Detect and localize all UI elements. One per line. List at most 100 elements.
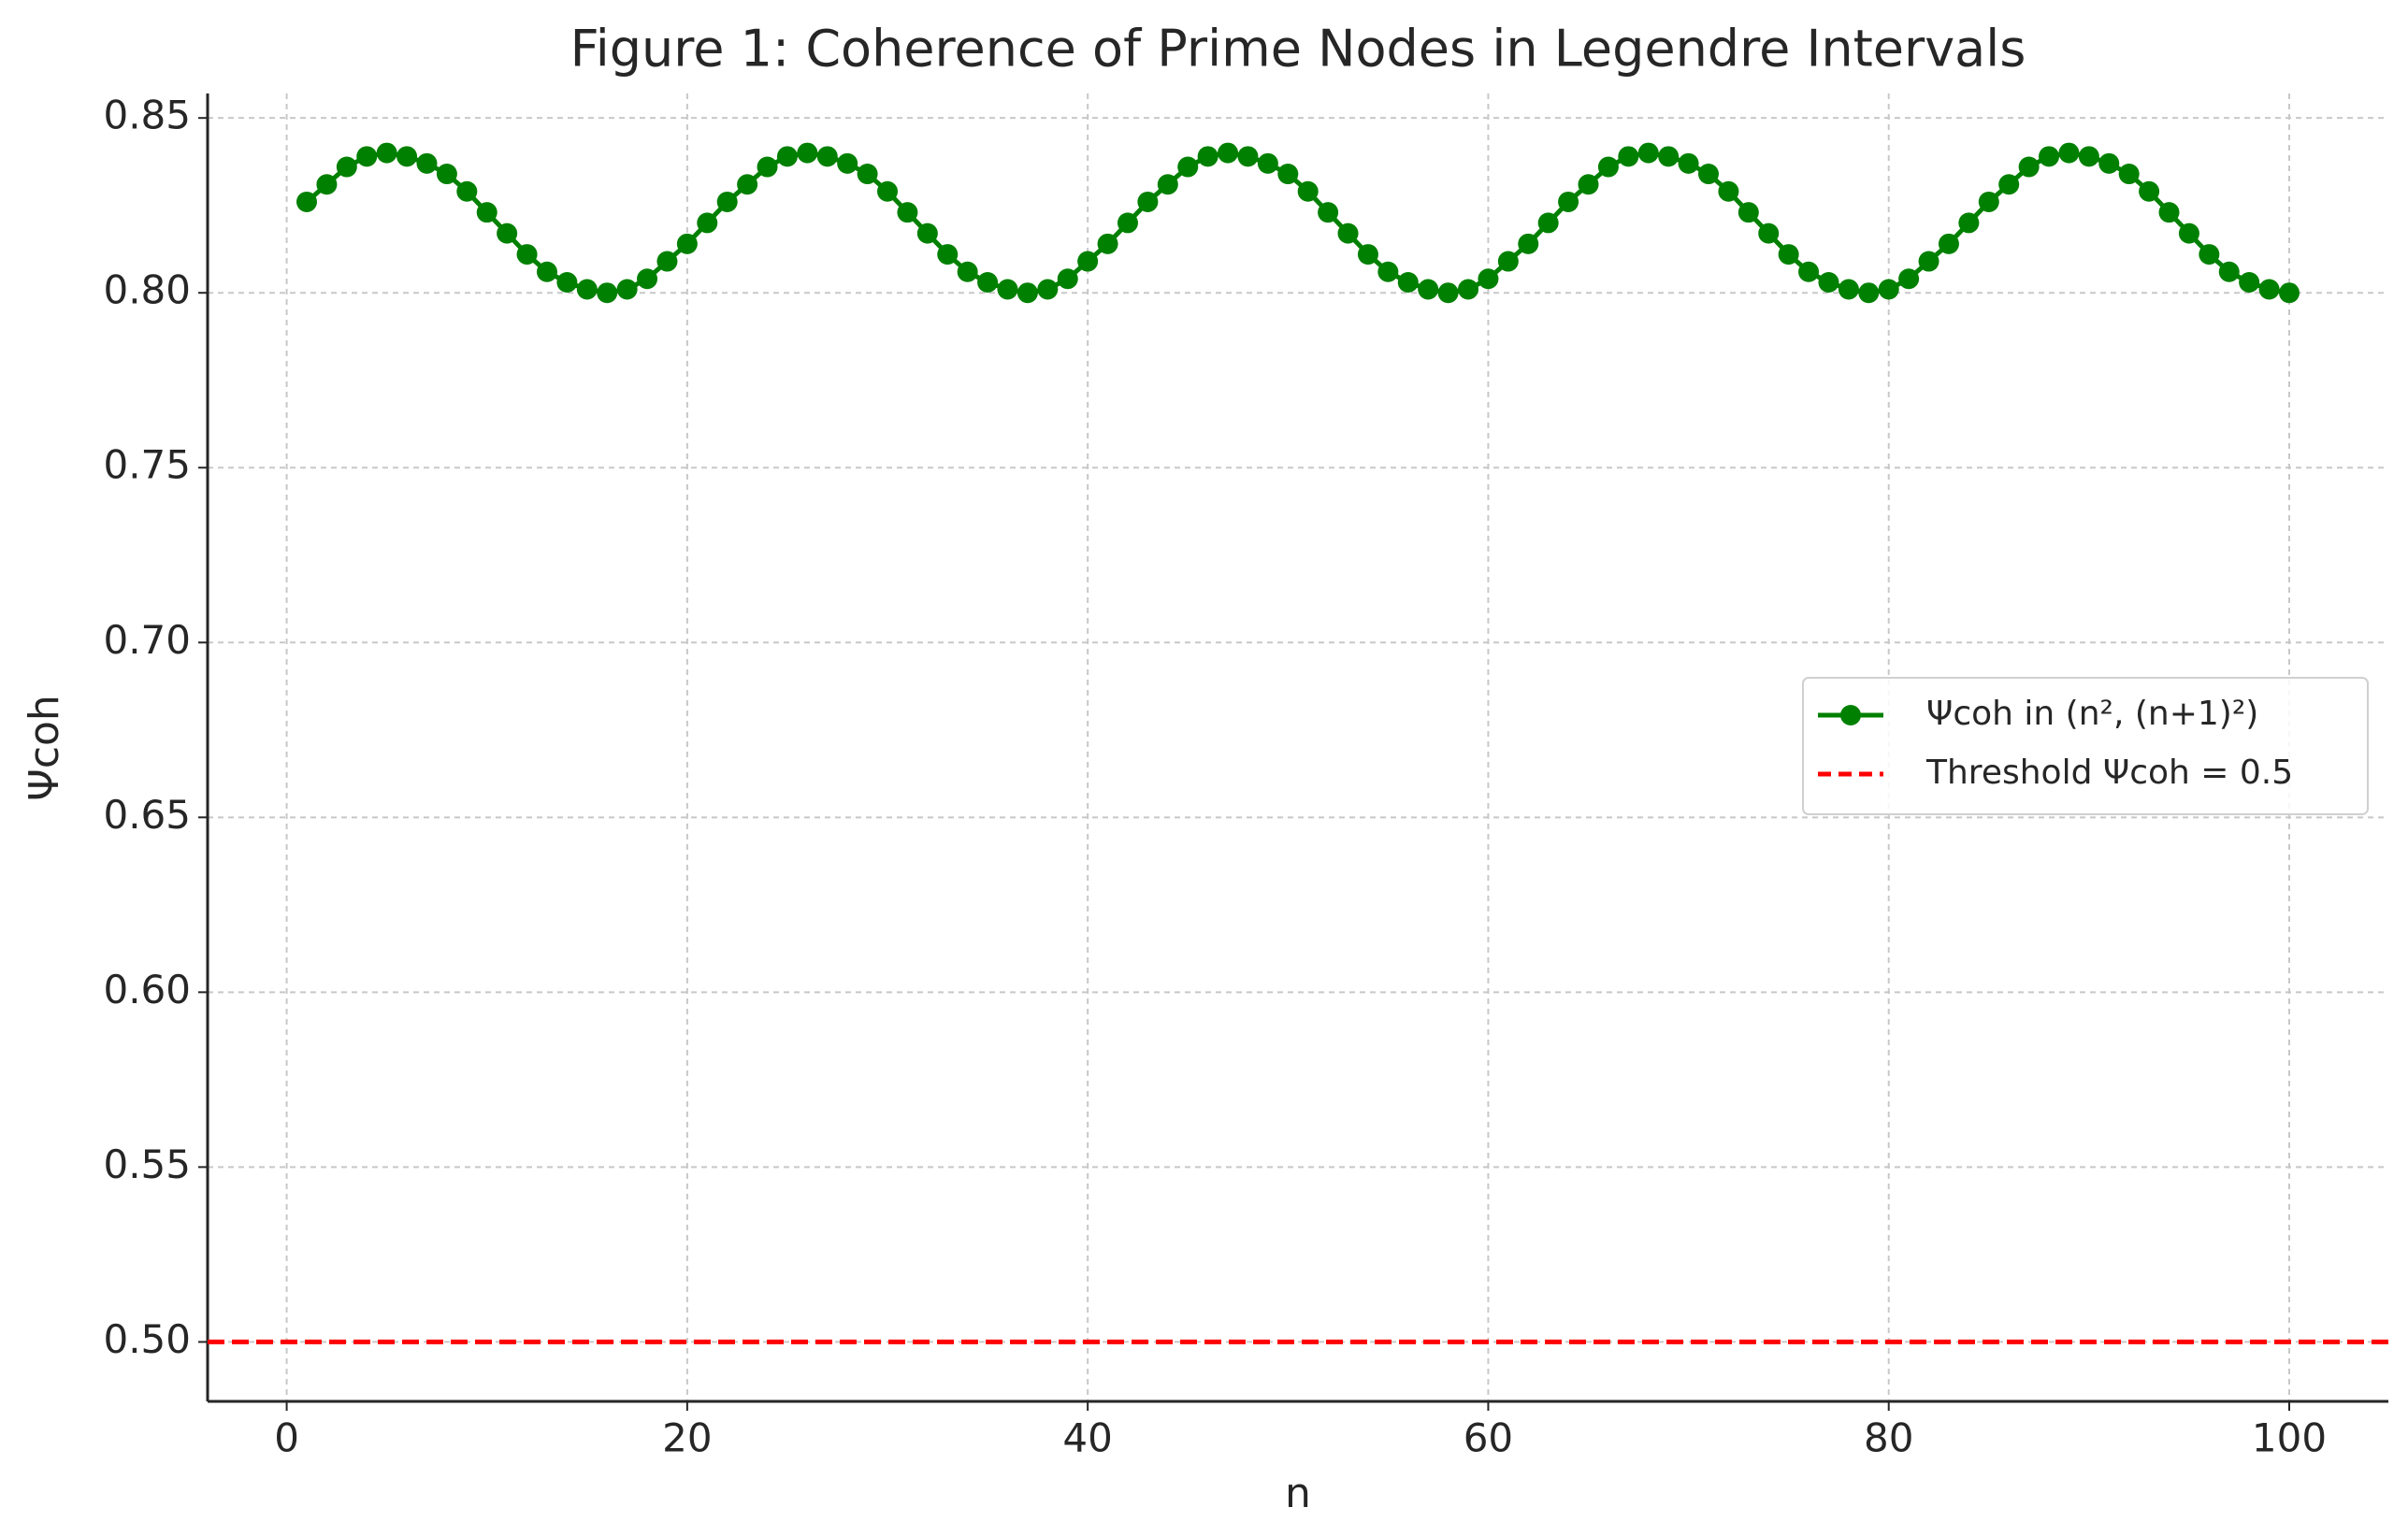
data-point bbox=[797, 142, 818, 164]
x-axis-label: n bbox=[1285, 1470, 1311, 1517]
data-point bbox=[1637, 142, 1659, 164]
data-point bbox=[1758, 223, 1780, 244]
data-point bbox=[416, 152, 438, 174]
data-point bbox=[1077, 251, 1099, 272]
data-point bbox=[2039, 146, 2060, 167]
data-point bbox=[1978, 191, 1999, 212]
data-point bbox=[1718, 180, 1739, 202]
data-point bbox=[2258, 279, 2280, 300]
y-tick-label: 0.65 bbox=[103, 792, 191, 838]
data-point bbox=[676, 233, 698, 254]
data-point bbox=[2139, 180, 2160, 202]
data-line bbox=[305, 151, 2290, 295]
data-point bbox=[1337, 223, 1359, 244]
data-point bbox=[1658, 146, 1680, 167]
y-tick-label: 0.50 bbox=[103, 1316, 191, 1362]
data-point bbox=[316, 174, 338, 195]
data-point bbox=[1357, 244, 1378, 266]
data-point bbox=[1437, 282, 1459, 304]
data-point bbox=[516, 244, 538, 266]
legend-box bbox=[1802, 677, 2369, 815]
data-point bbox=[997, 279, 1018, 300]
data-point bbox=[1297, 180, 1319, 202]
data-point bbox=[877, 180, 899, 202]
y-tick-label: 0.55 bbox=[103, 1141, 191, 1187]
data-point bbox=[1237, 146, 1259, 167]
chart-title: Figure 1: Coherence of Prime Nodes in Le… bbox=[570, 20, 2026, 79]
data-point bbox=[1558, 191, 1579, 212]
data-point bbox=[837, 152, 858, 174]
data-point bbox=[977, 271, 999, 293]
data-point bbox=[1177, 156, 1199, 178]
data-point bbox=[1798, 261, 1820, 282]
data-point bbox=[1778, 244, 1799, 266]
data-point bbox=[1037, 279, 1059, 300]
data-point bbox=[1858, 282, 1880, 304]
data-point bbox=[2118, 164, 2140, 185]
data-point bbox=[536, 261, 557, 282]
data-point bbox=[597, 282, 618, 304]
data-point bbox=[1678, 152, 1699, 174]
data-point bbox=[2158, 202, 2180, 223]
data-point bbox=[296, 191, 317, 212]
data-point bbox=[1838, 279, 1859, 300]
x-tick-label: 100 bbox=[2252, 1415, 2327, 1461]
data-point bbox=[376, 142, 397, 164]
y-tick-label: 0.85 bbox=[103, 93, 191, 138]
y-tick-label: 0.75 bbox=[103, 442, 191, 488]
data-point bbox=[1397, 271, 1419, 293]
data-point bbox=[1597, 156, 1619, 178]
legend-marker bbox=[1840, 705, 1861, 725]
data-point bbox=[1578, 174, 1599, 195]
data-point bbox=[897, 202, 918, 223]
data-point bbox=[556, 271, 578, 293]
data-point bbox=[776, 146, 798, 167]
data-point bbox=[436, 164, 457, 185]
data-point bbox=[1197, 146, 1218, 167]
data-point bbox=[857, 164, 878, 185]
data-point bbox=[737, 174, 758, 195]
y-axis-label: Ψcoh bbox=[21, 695, 68, 801]
data-point bbox=[1497, 251, 1519, 272]
y-tick-label: 0.80 bbox=[103, 267, 191, 313]
data-point bbox=[716, 191, 738, 212]
legend-label: Threshold Ψcoh = 0.5 bbox=[1925, 754, 2293, 792]
data-point bbox=[476, 202, 497, 223]
x-tick-label: 60 bbox=[1464, 1415, 1513, 1461]
data-point bbox=[1257, 152, 1278, 174]
data-point bbox=[1998, 174, 2020, 195]
data-point bbox=[816, 146, 838, 167]
data-point bbox=[1818, 271, 1839, 293]
data-point bbox=[1478, 268, 1499, 290]
data-point bbox=[1898, 268, 1920, 290]
data-point bbox=[336, 156, 357, 178]
data-point bbox=[1137, 191, 1159, 212]
data-point bbox=[2218, 261, 2240, 282]
data-point bbox=[2098, 152, 2120, 174]
data-point bbox=[957, 261, 978, 282]
data-point bbox=[1318, 202, 1339, 223]
data-point bbox=[497, 223, 518, 244]
y-tick-label: 0.70 bbox=[103, 617, 191, 663]
data-point bbox=[1697, 164, 1719, 185]
data-point bbox=[1518, 233, 1539, 254]
legend-label: Ψcoh in (n², (n+1)²) bbox=[1926, 695, 2258, 733]
data-point bbox=[2279, 282, 2300, 304]
data-point bbox=[2178, 223, 2199, 244]
x-tick-label: 80 bbox=[1864, 1415, 1913, 1461]
data-point bbox=[2239, 271, 2260, 293]
data-point bbox=[397, 146, 418, 167]
data-point bbox=[656, 251, 678, 272]
data-point bbox=[1157, 174, 1178, 195]
data-point bbox=[1218, 142, 1239, 164]
data-point bbox=[916, 223, 938, 244]
data-point bbox=[1418, 279, 1439, 300]
data-point bbox=[616, 279, 638, 300]
data-point bbox=[1117, 212, 1138, 234]
data-point bbox=[356, 146, 378, 167]
data-point bbox=[2199, 244, 2220, 266]
data-point bbox=[1958, 212, 1980, 234]
data-point bbox=[757, 156, 778, 178]
